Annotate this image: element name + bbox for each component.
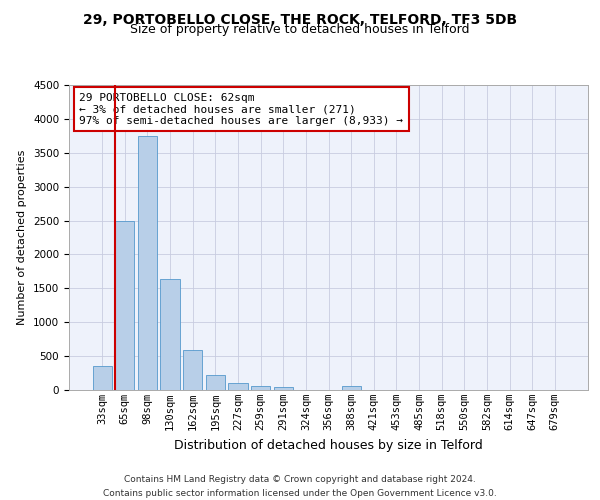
Text: 29, PORTOBELLO CLOSE, THE ROCK, TELFORD, TF3 5DB: 29, PORTOBELLO CLOSE, THE ROCK, TELFORD,… <box>83 12 517 26</box>
Text: 29 PORTOBELLO CLOSE: 62sqm
← 3% of detached houses are smaller (271)
97% of semi: 29 PORTOBELLO CLOSE: 62sqm ← 3% of detac… <box>79 92 403 126</box>
Bar <box>183 350 202 390</box>
Bar <box>138 136 157 390</box>
Bar <box>229 383 248 390</box>
Bar <box>206 375 225 390</box>
Bar <box>251 386 270 390</box>
Bar <box>160 279 180 390</box>
X-axis label: Distribution of detached houses by size in Telford: Distribution of detached houses by size … <box>174 438 483 452</box>
Bar <box>115 220 134 390</box>
Bar <box>341 386 361 390</box>
Bar <box>274 388 293 390</box>
Text: Contains HM Land Registry data © Crown copyright and database right 2024.
Contai: Contains HM Land Registry data © Crown c… <box>103 476 497 498</box>
Bar <box>92 366 112 390</box>
Y-axis label: Number of detached properties: Number of detached properties <box>17 150 28 325</box>
Text: Size of property relative to detached houses in Telford: Size of property relative to detached ho… <box>130 22 470 36</box>
